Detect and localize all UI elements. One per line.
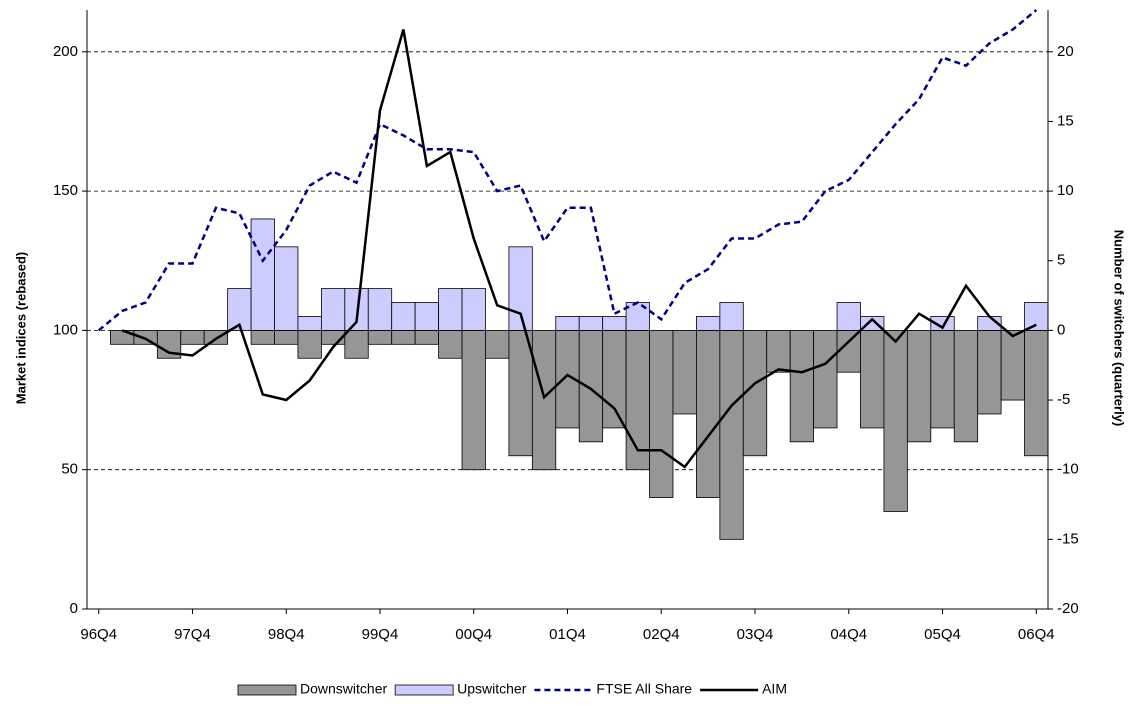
bar — [485, 329, 510, 359]
bar — [367, 329, 393, 345]
x-tick-label: 96Q4 — [80, 626, 117, 643]
y2-tick-label: -20 — [1057, 600, 1079, 617]
bar — [1000, 329, 1025, 401]
bar — [555, 316, 580, 331]
bar — [367, 288, 393, 331]
bar — [696, 329, 721, 498]
bar — [438, 329, 463, 359]
y2-tick-label: 0 — [1057, 321, 1065, 338]
bar — [602, 316, 627, 331]
bar — [578, 329, 604, 443]
bar — [742, 329, 768, 457]
bar — [860, 329, 885, 429]
bar — [953, 329, 979, 443]
bar — [719, 329, 744, 540]
x-tick-label: 99Q4 — [362, 626, 399, 643]
bar — [602, 329, 627, 429]
bar — [649, 329, 674, 498]
bar — [696, 316, 721, 331]
bar — [461, 329, 486, 471]
bar — [320, 288, 346, 331]
bar — [789, 329, 815, 443]
bar — [344, 329, 369, 359]
y2-tick-label: 15 — [1057, 112, 1074, 129]
bar — [438, 288, 463, 331]
bar — [274, 329, 299, 345]
bar — [508, 246, 533, 331]
bar — [836, 302, 861, 331]
x-tick-label: 05Q4 — [924, 626, 961, 643]
line — [121, 29, 1037, 469]
line — [97, 9, 1038, 332]
bar — [1024, 302, 1049, 331]
bar — [508, 329, 533, 457]
x-tick-label: 04Q4 — [830, 626, 867, 643]
x-tick-label: 98Q4 — [268, 626, 305, 643]
bar — [297, 316, 322, 331]
y-tick-label: 100 — [53, 321, 78, 338]
bar — [461, 288, 486, 331]
y2-tick-label: 5 — [1057, 252, 1065, 269]
legend-swatch — [237, 684, 297, 696]
bar — [836, 329, 861, 373]
bar — [180, 329, 205, 345]
bar — [391, 329, 416, 345]
bar — [813, 329, 838, 429]
x-tick-label: 97Q4 — [174, 626, 211, 643]
y-tick-label: 50 — [61, 461, 78, 478]
bar — [906, 329, 932, 443]
bar — [344, 288, 369, 331]
legend-swatch — [394, 684, 454, 696]
y2-tick-label: 20 — [1057, 43, 1074, 60]
bar — [883, 329, 908, 512]
y-tick-label: 200 — [53, 43, 78, 60]
bar — [274, 246, 299, 331]
bar — [719, 302, 744, 331]
bar — [578, 316, 604, 331]
legend-label: Upswitcher — [457, 681, 527, 697]
y2-tick-label: 10 — [1057, 182, 1074, 199]
legend-label: Downswitcher — [300, 681, 387, 697]
x-tick-label: 02Q4 — [643, 626, 680, 643]
bar — [625, 302, 650, 331]
bar — [930, 316, 955, 331]
y2-tick-label: -15 — [1057, 530, 1079, 547]
bar — [860, 316, 885, 331]
bar — [297, 329, 322, 359]
bar — [414, 302, 439, 331]
bar — [531, 329, 557, 471]
bar — [1024, 329, 1049, 457]
bar — [672, 329, 697, 415]
bar — [414, 329, 439, 345]
y2-tick-label: -5 — [1057, 391, 1070, 408]
bar — [930, 329, 955, 429]
y2-tick-label: -10 — [1057, 461, 1079, 478]
x-tick-label: 01Q4 — [549, 626, 586, 643]
bar — [977, 329, 1002, 415]
legend-label: FTSE All Share — [596, 681, 692, 697]
y-axis-title: Market indices (rebased) — [13, 252, 28, 404]
x-tick-label: 06Q4 — [1018, 626, 1055, 643]
x-tick-label: 03Q4 — [737, 626, 774, 643]
y-tick-label: 150 — [53, 182, 78, 199]
bar — [250, 329, 275, 345]
legend-label: AIM — [762, 681, 787, 697]
y-tick-label: 0 — [70, 600, 78, 617]
x-tick-label: 00Q4 — [455, 626, 492, 643]
y2-axis-title: Number of switchers (quarterly) — [1112, 230, 1127, 427]
bar — [250, 218, 275, 331]
bar — [766, 329, 791, 373]
bar — [391, 302, 416, 331]
